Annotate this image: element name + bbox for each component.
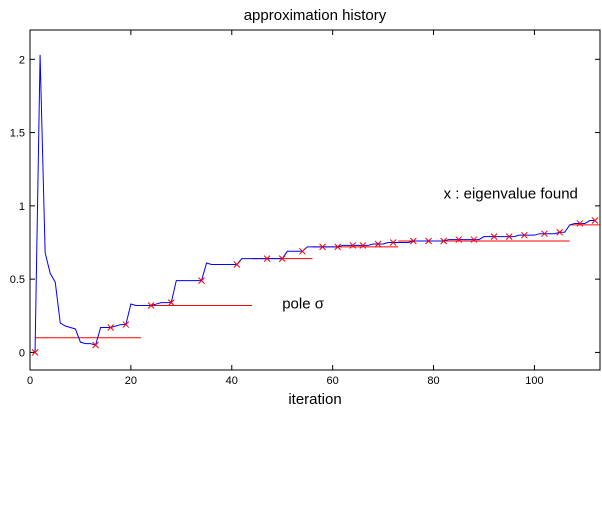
eigenvalue-marker bbox=[278, 255, 286, 262]
eigenvalue-marker bbox=[425, 237, 432, 245]
pole-annotation: pole σ bbox=[282, 295, 325, 312]
x-axis-ticks: 0 20 40 60 80 100 bbox=[27, 30, 544, 387]
approximation-line bbox=[34, 54, 595, 353]
eigenvalue-marker bbox=[389, 239, 397, 246]
eigenvalue-marker bbox=[490, 233, 498, 240]
x-tick-label: 100 bbox=[525, 375, 543, 387]
eigenvalue-marker bbox=[147, 302, 155, 309]
eigenvalue-marker bbox=[440, 237, 447, 245]
eigenvalue-marker bbox=[470, 236, 478, 243]
y-tick-label: 0 bbox=[19, 347, 25, 359]
eigenvalue-marker bbox=[505, 233, 513, 240]
eigenvalue-marker bbox=[541, 230, 548, 238]
eigenvalue-markers bbox=[31, 217, 599, 356]
eigenvalue-marker bbox=[349, 242, 357, 249]
y-tick-label: 2 bbox=[19, 54, 25, 66]
eigenvalue-marker bbox=[556, 228, 563, 236]
x-tick-label: 20 bbox=[125, 375, 137, 387]
x-tick-label: 40 bbox=[226, 375, 238, 387]
eigenvalue-marker bbox=[455, 236, 463, 243]
eigenvalue-marker bbox=[167, 299, 175, 306]
y-axis-ticks: 0 0.5 1 1.5 2 bbox=[10, 54, 600, 359]
eigenvalue-marker bbox=[263, 255, 271, 262]
eigenvalue-marker bbox=[233, 261, 241, 268]
eigenvalue-marker bbox=[31, 349, 39, 356]
x-tick-label: 0 bbox=[27, 375, 33, 387]
eigenvalue-marker bbox=[92, 341, 99, 349]
x-tick-label: 60 bbox=[327, 375, 339, 387]
plot-area-frame bbox=[29, 29, 601, 371]
eigenvalue-marker bbox=[410, 237, 417, 245]
eigenvalue-annotation: x : eigenvalue found bbox=[444, 186, 578, 203]
eigenvalue-marker bbox=[576, 220, 584, 227]
eigenvalue-marker bbox=[359, 242, 367, 249]
eigenvalue-marker bbox=[334, 243, 342, 251]
eigenvalue-marker bbox=[122, 321, 130, 328]
eigenvalue-marker bbox=[299, 247, 306, 255]
eigenvalue-marker bbox=[374, 240, 382, 248]
eigenvalue-marker bbox=[591, 217, 599, 224]
eigenvalue-marker bbox=[520, 231, 528, 239]
eigenvalue-marker bbox=[319, 243, 326, 251]
x-axis-label: iteration bbox=[288, 391, 341, 408]
eigenvalue-marker bbox=[198, 277, 205, 284]
eigenvalue-marker bbox=[107, 324, 115, 331]
y-tick-label: 1.5 bbox=[10, 128, 25, 140]
y-tick-label: 0.5 bbox=[10, 274, 25, 286]
y-tick-label: 1 bbox=[19, 201, 25, 213]
x-tick-label: 80 bbox=[427, 375, 439, 387]
chart-title: approximation history bbox=[244, 7, 387, 24]
